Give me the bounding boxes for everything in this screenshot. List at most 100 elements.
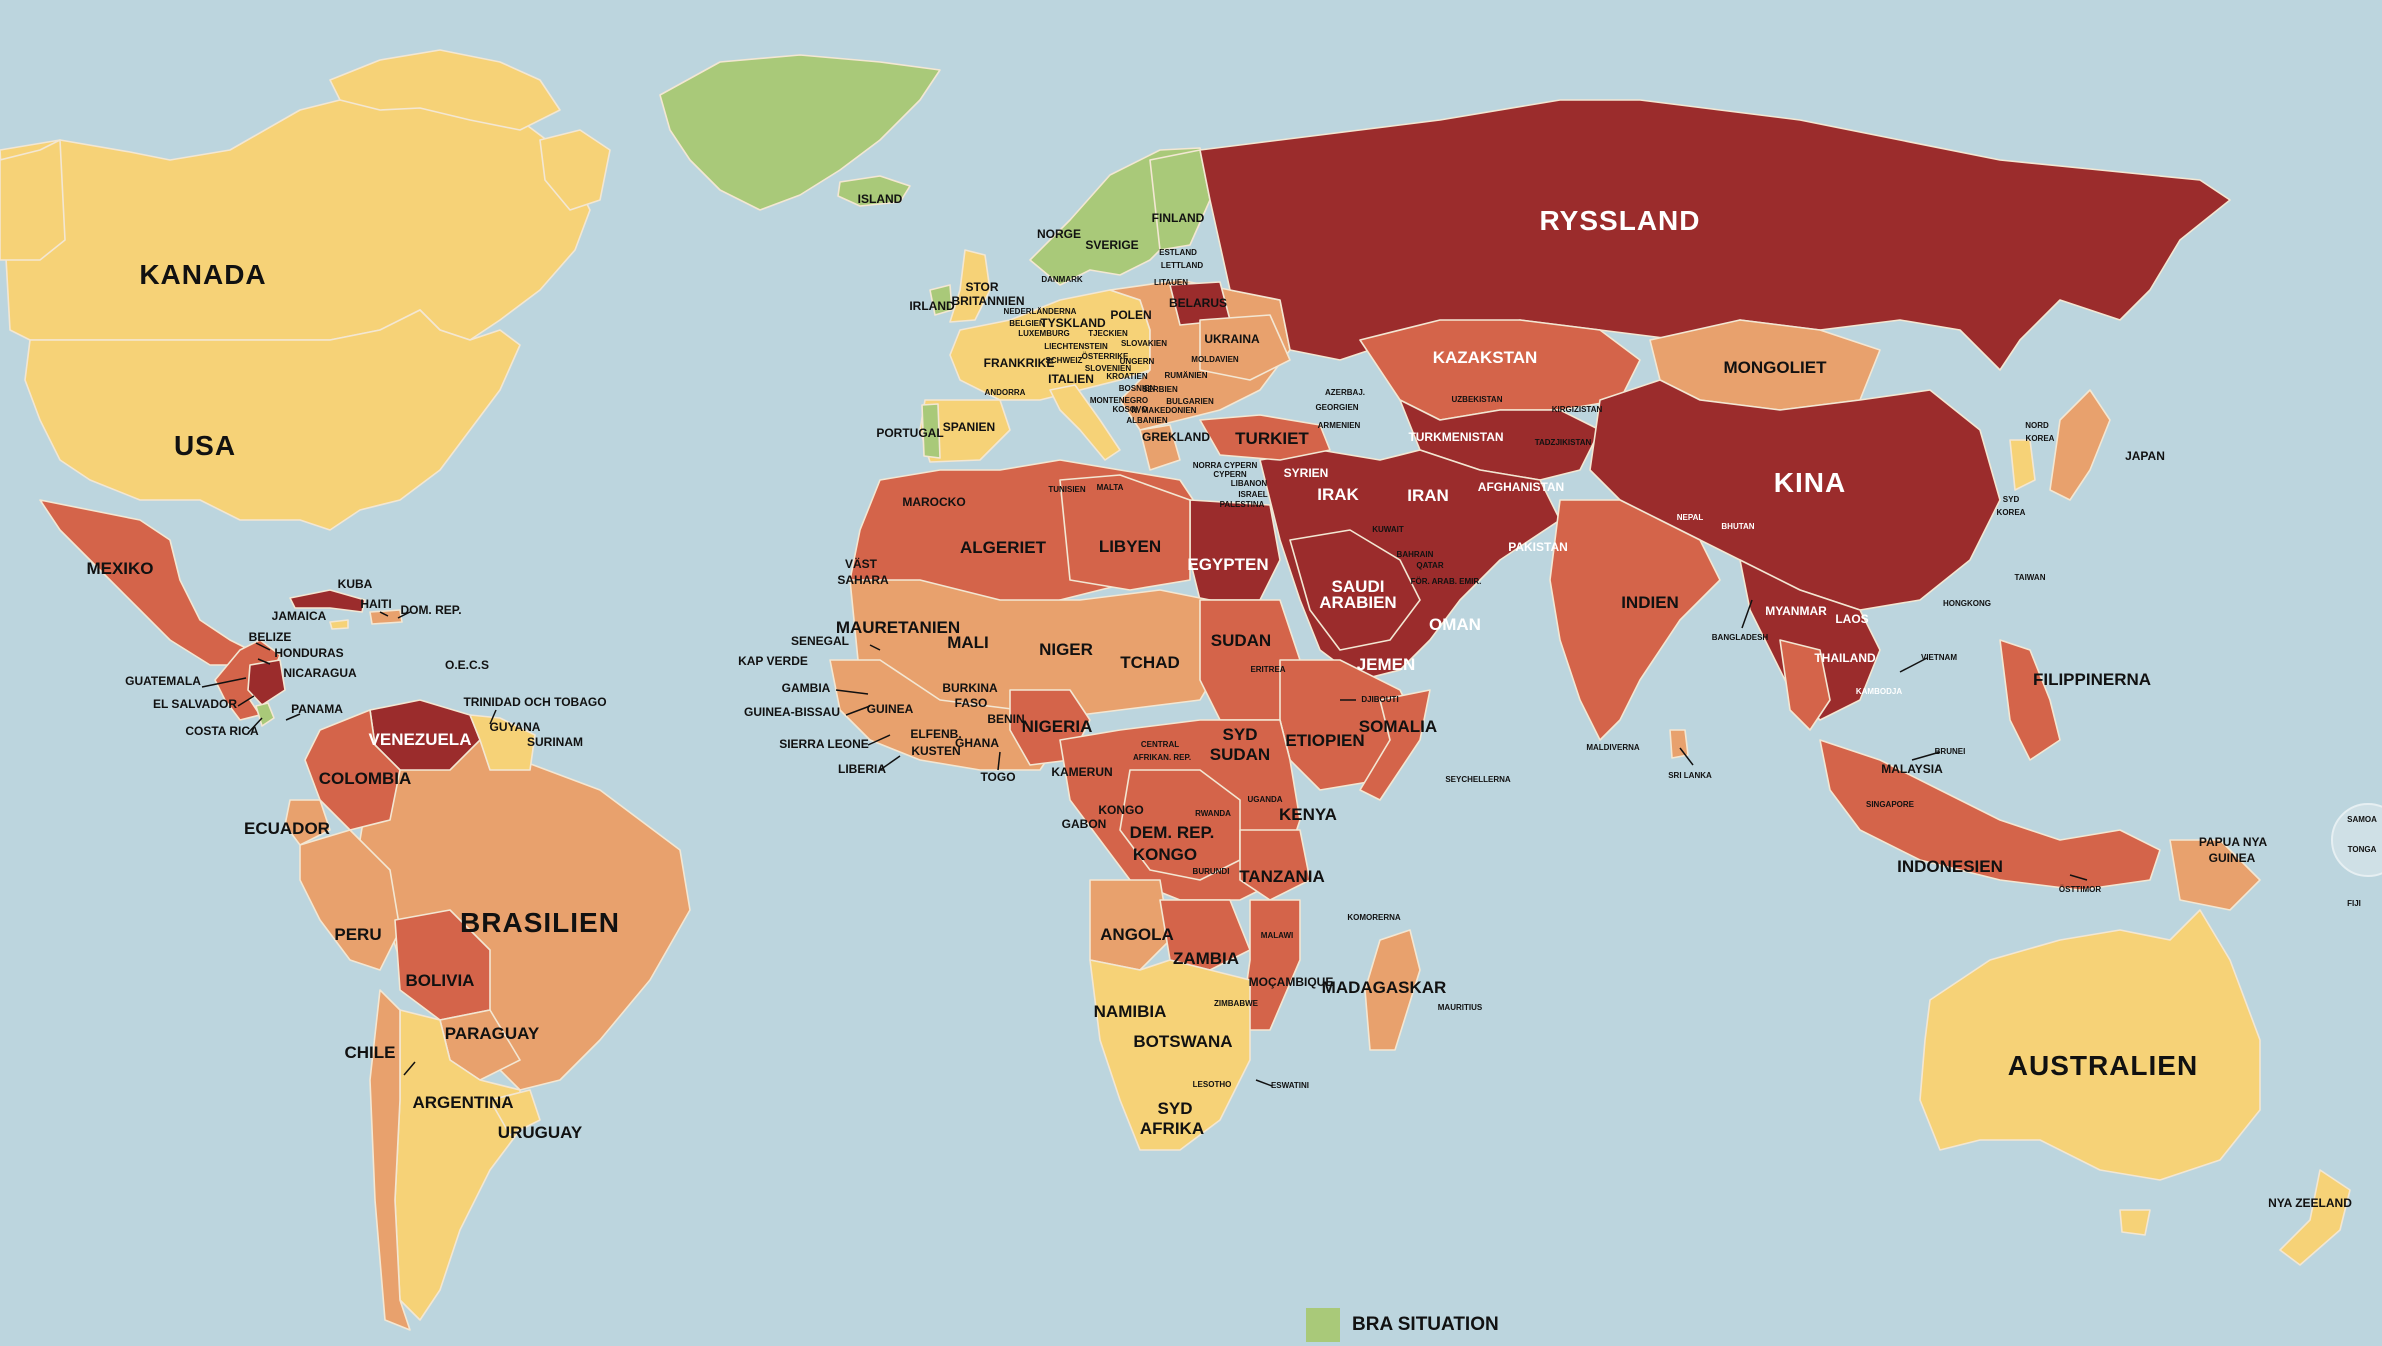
- label-israel: ISRAEL: [1238, 490, 1267, 499]
- label-nicaragua: NICARAGUA: [283, 666, 357, 680]
- label-oman: OMAN: [1429, 615, 1481, 634]
- country-egypten[interactable]: [1189, 499, 1281, 601]
- label-uzbekistan: UZBEKISTAN: [1452, 395, 1503, 404]
- label-norge: NORGE: [1037, 227, 1081, 241]
- canada-arctic-islands: [329, 49, 561, 131]
- label-luxemburg: LUXEMBURG: [1018, 329, 1070, 338]
- label-japan: JAPAN: [2125, 449, 2165, 463]
- label-mocambique: MOÇAMBIQUE: [1249, 975, 1334, 989]
- label-namibia: NAMIBIA: [1094, 1002, 1167, 1021]
- label-egypten: EGYPTEN: [1187, 555, 1268, 574]
- country-papua-nya-guinea[interactable]: [2169, 839, 2261, 911]
- west-africa: [829, 659, 1061, 771]
- label-azerbajdzjan: AZERBAJ.: [1325, 388, 1365, 397]
- country-island[interactable]: [837, 175, 911, 207]
- label-seychellerna: SEYCHELLERNA: [1445, 775, 1511, 784]
- label-uganda: UGANDA: [1247, 795, 1282, 804]
- country-chile[interactable]: [369, 989, 411, 1331]
- label-filippinerna: FILIPPINERNA: [2033, 670, 2151, 689]
- country-libyen[interactable]: [1059, 474, 1191, 591]
- country-drk[interactable]: [1119, 769, 1241, 881]
- label-sierra-leone: SIERRA LEONE: [779, 737, 869, 751]
- label-png-1: PAPUA NYA: [2199, 835, 2268, 849]
- label-peru: PERU: [334, 925, 381, 944]
- country-finland[interactable]: [1149, 149, 1211, 251]
- label-montenegro: MONTENEGRO: [1090, 396, 1148, 405]
- label-tchad: TCHAD: [1120, 653, 1180, 672]
- label-kroatien: KROATIEN: [1106, 372, 1147, 381]
- label-kanada: KANADA: [139, 259, 266, 290]
- label-djibouti: DJIBOUTI: [1361, 695, 1398, 704]
- label-mauritius: MAURITIUS: [1438, 1003, 1483, 1012]
- country-uruguay[interactable]: [489, 1089, 541, 1136]
- label-bhutan: BHUTAN: [1721, 522, 1754, 531]
- baffin-island: [539, 129, 611, 211]
- label-vietnam: VIETNAM: [1921, 653, 1957, 662]
- country-stor-britannien[interactable]: [949, 249, 991, 323]
- label-ghana: GHANA: [955, 736, 999, 750]
- country-spanien-portugal[interactable]: [919, 399, 1011, 463]
- label-chile: CHILE: [345, 1043, 396, 1062]
- country-mocambique[interactable]: [1239, 899, 1301, 1031]
- label-turkmenistan: TURKMENISTAN: [1408, 430, 1503, 444]
- label-tjeckien: TJECKIEN: [1088, 329, 1128, 338]
- label-benin: BENIN: [987, 712, 1024, 726]
- country-portugal[interactable]: [921, 403, 941, 459]
- label-kambodja: KAMBODJA: [1856, 687, 1902, 696]
- country-ukraina[interactable]: [1199, 314, 1291, 381]
- label-drk-1: DEM. REP.: [1130, 823, 1215, 842]
- label-kuba: KUBA: [338, 577, 373, 591]
- label-syd-korea-1: SYD: [2003, 495, 2020, 504]
- label-samoa: SAMOA: [2347, 815, 2377, 824]
- country-filippinerna[interactable]: [1999, 639, 2061, 761]
- north-america: [0, 49, 941, 727]
- label-trinidad: TRINIDAD OCH TOBAGO: [463, 695, 606, 709]
- country-somalia[interactable]: [1359, 689, 1431, 801]
- country-italien[interactable]: [1049, 384, 1121, 461]
- country-angola[interactable]: [1089, 879, 1171, 971]
- country-turkiet[interactable]: [1199, 414, 1331, 461]
- country-sri-lanka[interactable]: [1669, 729, 1689, 759]
- guyanas: [469, 714, 536, 771]
- label-nepal: NEPAL: [1677, 513, 1704, 522]
- label-haiti: HAITI: [360, 597, 391, 611]
- country-madagaskar[interactable]: [1364, 929, 1421, 1051]
- label-singapore: SINGAPORE: [1866, 800, 1915, 809]
- country-tasmanien: [2119, 1209, 2151, 1236]
- country-nya-zeeland[interactable]: [2279, 1169, 2351, 1266]
- label-litauen: LITAUEN: [1154, 278, 1188, 287]
- country-kuba[interactable]: [289, 589, 366, 613]
- label-jamaica: JAMAICA: [272, 609, 327, 623]
- country-japan[interactable]: [2049, 389, 2111, 501]
- legend-swatch-good: [1306, 1308, 1340, 1342]
- label-hongkong: HONGKONG: [1943, 599, 1991, 608]
- country-tanzania[interactable]: [1239, 829, 1311, 901]
- label-zimbabwe: ZIMBABWE: [1214, 999, 1259, 1008]
- label-mongoliet: MONGOLIET: [1724, 358, 1828, 377]
- country-zambia[interactable]: [1159, 899, 1251, 971]
- label-surinam: SURINAM: [527, 735, 583, 749]
- country-indonesien[interactable]: [1819, 739, 2161, 891]
- label-liberia: LIBERIA: [838, 762, 886, 776]
- label-nord-korea-2: KOREA: [2026, 434, 2055, 443]
- label-myanmar: MYANMAR: [1765, 604, 1827, 618]
- label-tunisien: TUNISIEN: [1048, 485, 1086, 494]
- country-grekland[interactable]: [1139, 424, 1181, 471]
- label-maldiverna: MALDIVERNA: [1586, 743, 1640, 752]
- country-indien[interactable]: [1549, 499, 1721, 741]
- country-australien[interactable]: [1919, 909, 2261, 1181]
- label-rwanda: RWANDA: [1195, 809, 1231, 818]
- country-gronland: [659, 54, 941, 211]
- country-peru[interactable]: [299, 829, 401, 971]
- country-jamaica[interactable]: [329, 619, 349, 630]
- label-andorra: ANDORRA: [985, 388, 1026, 397]
- country-colombia[interactable]: [304, 709, 401, 831]
- country-irland[interactable]: [929, 284, 953, 316]
- country-nicaragua[interactable]: [247, 659, 286, 706]
- label-venezuela: VENEZUELA: [369, 730, 472, 749]
- country-usa[interactable]: [24, 309, 521, 531]
- country-saudi-arabien[interactable]: [1289, 529, 1421, 651]
- label-usa: USA: [174, 430, 236, 461]
- label-eswatini: ESWATINI: [1271, 1081, 1309, 1090]
